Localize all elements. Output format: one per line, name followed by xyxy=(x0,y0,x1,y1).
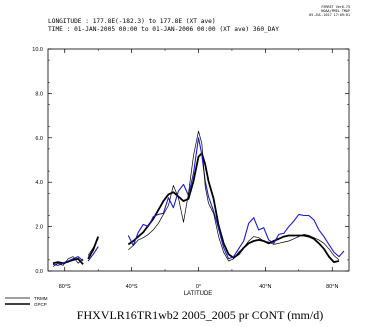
x-tick-label: 80°N xyxy=(326,284,338,290)
stamp-line-1: FERRET Ver6.75 xyxy=(321,5,350,9)
legend: TRMM GPCP xyxy=(5,296,48,307)
series-line-1 xyxy=(87,236,100,260)
x-tick-label: 40°S xyxy=(126,284,138,290)
series-line-1 xyxy=(52,257,84,265)
y-tick-label: 8.0 xyxy=(35,91,43,97)
x-axis-label: LATITUDE xyxy=(184,291,213,297)
y-axis: 0.0 2.0 4.0 6.0 8.0 10.0 xyxy=(32,47,349,275)
y-tick-label: 2.0 xyxy=(35,225,43,231)
legend-label-gpcp: GPCP xyxy=(34,302,47,307)
y-tick-label: 10.0 xyxy=(32,47,43,53)
stamp-line-2: NOAA/PMEL TMAP xyxy=(321,9,350,13)
x-tick-label: 40°N xyxy=(259,284,271,290)
series-line-3 xyxy=(128,130,340,262)
y-tick-label: 4.0 xyxy=(35,180,43,186)
series-line-3 xyxy=(52,256,84,267)
series-layer xyxy=(52,130,345,267)
series-line-2 xyxy=(127,137,345,260)
x-tick-label: 0° xyxy=(196,284,201,290)
y-tick-label: 0.0 xyxy=(35,269,43,275)
header-time: TIME : 01-JAN-2005 00:00 to 01-JAN-2006 … xyxy=(48,26,279,33)
x-tick-label: 80°S xyxy=(59,284,71,290)
header-longitude: LONGITUDE : 177.8E(-182.3) to 177.8E (XT… xyxy=(48,18,216,25)
series-line-2 xyxy=(87,246,99,262)
series-line-2 xyxy=(52,256,84,266)
legend-label-trmm: TRMM xyxy=(34,296,48,301)
series-line-1 xyxy=(127,152,340,263)
y-tick-label: 6.0 xyxy=(35,136,43,142)
stamp-line-3: 05-JUL-2017 17:09:01 xyxy=(309,13,350,17)
x-axis: 80°S 40°S 0° 40°N 80°N xyxy=(59,49,338,290)
chart-title: FHXVLR16TR1wb2 2005_2005 pr CONT (mm/d) xyxy=(77,308,323,322)
series-line-3 xyxy=(87,238,99,256)
